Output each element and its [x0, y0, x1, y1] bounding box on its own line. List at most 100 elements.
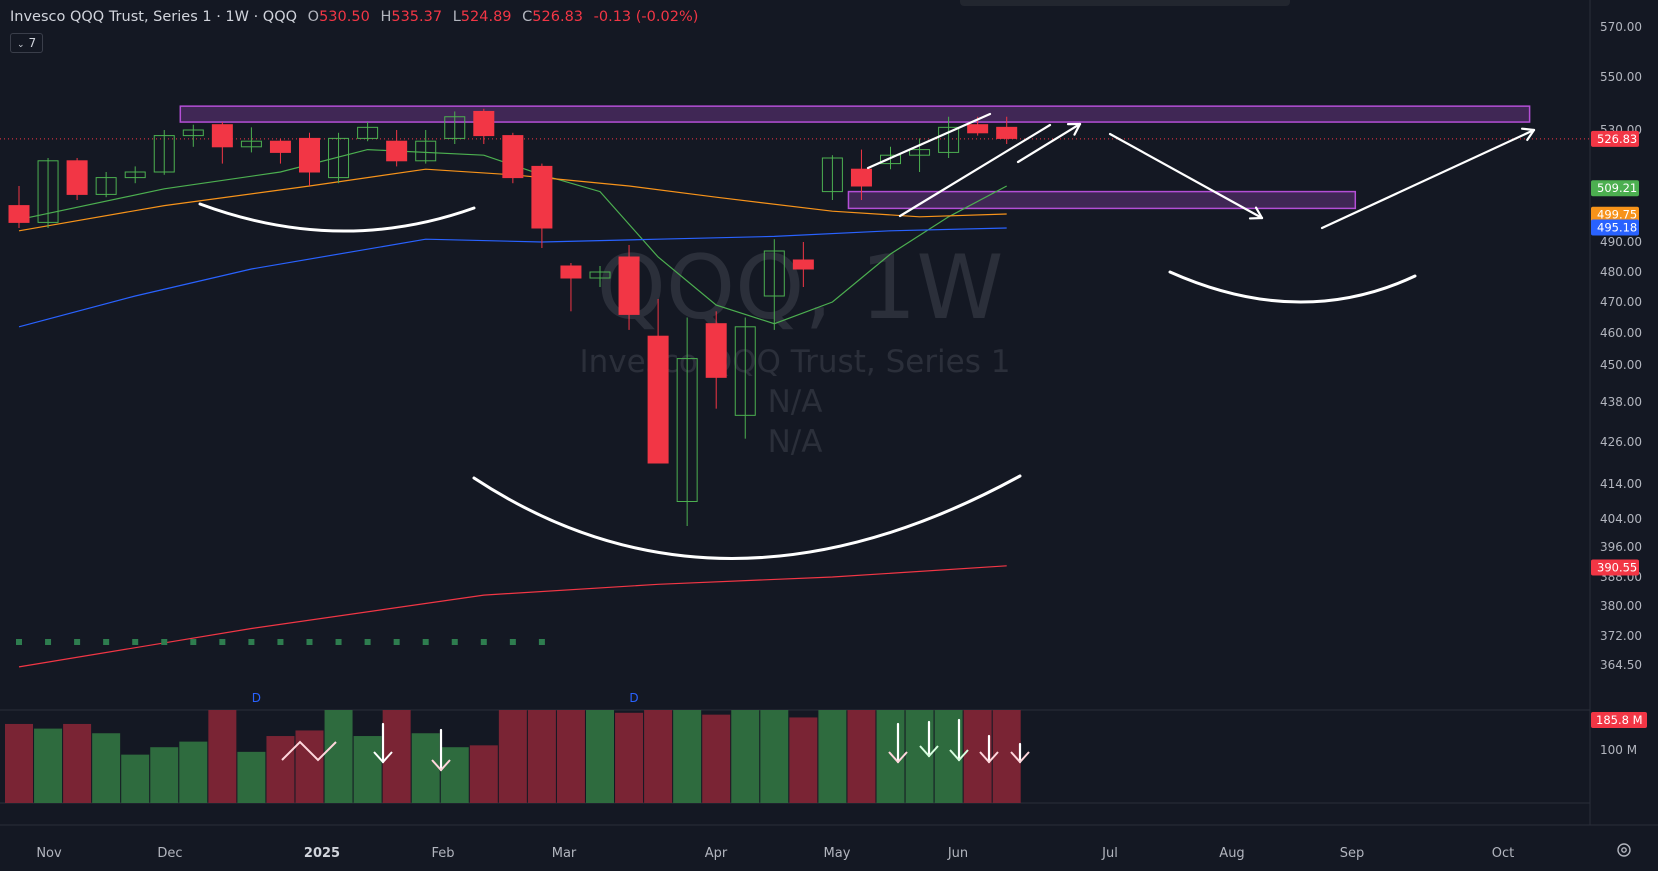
arrow-head: [373, 751, 393, 764]
price-tick: 364.50: [1600, 658, 1642, 672]
candle-body: [792, 259, 814, 270]
high-value: 535.37: [391, 9, 443, 25]
candle: [211, 122, 233, 164]
time-label: Feb: [431, 846, 454, 861]
signal-square: [161, 639, 168, 645]
candle-body: [240, 140, 262, 148]
gear-icon[interactable]: [1616, 842, 1632, 858]
candle-body: [386, 140, 408, 162]
signal-square: [422, 639, 429, 645]
volume-bar: [63, 723, 92, 803]
low-value: 524.89: [460, 9, 512, 25]
price-label-text: 390.55: [1597, 560, 1637, 574]
price-tick: 372.00: [1600, 629, 1642, 643]
volume-label-badge: 185.8 M: [1591, 712, 1647, 728]
time-label: Dec: [157, 846, 182, 861]
volume-bar: [673, 710, 702, 803]
candle-body: [531, 165, 553, 229]
price-tick: 450.00: [1600, 358, 1642, 372]
candle-body: [444, 116, 466, 139]
candle: [182, 124, 204, 147]
arrow-head: [1073, 122, 1082, 136]
volume-bar: [324, 710, 353, 803]
candle-body: [763, 250, 785, 297]
arrow-head: [1254, 206, 1264, 220]
arrow-head: [888, 751, 908, 764]
price-label-text: 499.75: [1597, 208, 1637, 222]
volume-bar: [992, 710, 1021, 803]
drawing-arc-large: [472, 474, 1022, 560]
volume-bar: [469, 745, 498, 803]
candle-body: [705, 323, 727, 378]
candle: [531, 163, 553, 248]
price-label-text: 495.18: [1597, 220, 1637, 234]
candle-body: [8, 205, 30, 223]
candle-body: [415, 140, 437, 162]
drawing-trendline-upper: [866, 112, 992, 170]
candle: [996, 116, 1018, 144]
price-tick: 570.00: [1600, 20, 1642, 34]
symbol-title[interactable]: Invesco QQQ Trust, Series 1 · 1W · QQQ: [10, 9, 298, 25]
time-label: Sep: [1340, 846, 1365, 861]
candle-body: [967, 124, 989, 134]
volume-bar: [237, 751, 266, 803]
indicators-toggle-button[interactable]: ⌄ 7: [10, 33, 44, 53]
price-label-badge: 495.18: [1591, 219, 1639, 236]
candle: [415, 130, 437, 164]
arrow-head: [1526, 128, 1536, 142]
candle: [705, 311, 727, 409]
volume-bar: [789, 717, 818, 803]
candle: [37, 158, 59, 228]
candle: [328, 132, 350, 184]
price-label-bg: [1591, 180, 1639, 197]
signal-square: [132, 639, 139, 645]
drawing-arc-small: [198, 202, 476, 233]
candle-body: [299, 137, 320, 173]
volume-bar: [644, 710, 673, 803]
signal-square: [393, 639, 400, 645]
signal-square: [538, 639, 545, 645]
candle: [124, 166, 146, 184]
signal-square: [190, 639, 197, 645]
candle: [792, 242, 814, 287]
ma-line-1: [18, 148, 1007, 325]
candle-body: [328, 137, 350, 179]
high-label: H: [380, 9, 392, 25]
candle-body: [821, 157, 843, 193]
signal-square: [219, 639, 226, 645]
volume-bar: [440, 747, 469, 803]
price-tick: 404.00: [1600, 512, 1642, 526]
candle: [763, 239, 785, 330]
price-label-bg: [1591, 559, 1639, 576]
candle-body: [618, 256, 640, 315]
candle: [560, 263, 582, 312]
candle: [357, 122, 379, 142]
candle-body: [589, 271, 611, 279]
drawing-arrow-3: [1320, 128, 1536, 230]
candle-body: [473, 110, 495, 137]
candle-body: [502, 135, 524, 179]
time-label: 2025: [304, 846, 340, 861]
time-label: Oct: [1492, 846, 1514, 861]
price-tick: 414.00: [1600, 477, 1642, 491]
candle: [269, 138, 291, 164]
candle-body: [153, 135, 175, 173]
volume-bar: [34, 728, 63, 803]
price-tick: 426.00: [1600, 435, 1642, 449]
legend-header: Invesco QQQ Trust, Series 1 · 1W · QQQ O…: [10, 9, 698, 25]
price-label-badge: 499.75: [1591, 206, 1639, 223]
drawing-arrow-1: [1016, 122, 1082, 164]
candle: [95, 172, 117, 198]
price-label-bg: [1591, 130, 1639, 147]
volume-bar: [150, 747, 179, 803]
candle: [589, 266, 611, 287]
volume-bar: [266, 736, 295, 803]
volume-bar: [498, 710, 527, 803]
signal-square: [306, 639, 313, 645]
candle: [444, 111, 466, 144]
top-toolbar-handle[interactable]: [960, 0, 1290, 6]
open-value: 530.50: [319, 9, 370, 25]
time-label: Aug: [1219, 846, 1244, 861]
arrow-head: [1520, 127, 1536, 132]
